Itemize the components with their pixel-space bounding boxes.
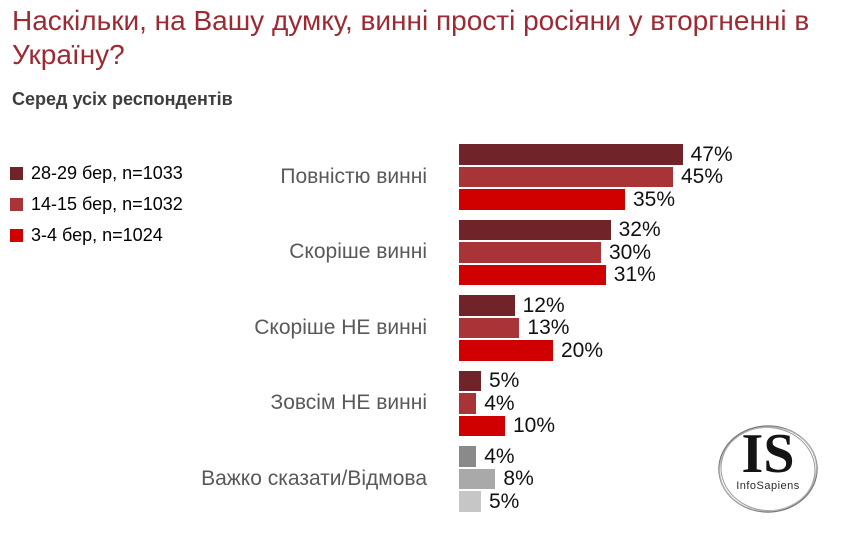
bar (458, 294, 516, 317)
legend-swatch-icon (10, 167, 23, 180)
bar (458, 369, 482, 392)
infosapiens-logo: IS InfoSapiens (716, 424, 820, 516)
category-row: Скоріше НЕ винні 12% 13% 20% (0, 294, 859, 362)
bar-value-label: 10% (513, 414, 556, 438)
bar-value-label: 4% (484, 444, 515, 468)
bar (458, 263, 607, 286)
bar (458, 414, 506, 437)
bar-group: 4% 8% 5% (458, 445, 534, 513)
category-label: Повністю винні (280, 164, 427, 188)
legend-swatch-icon (10, 198, 23, 211)
bar-row: 31% (458, 263, 661, 287)
category-label: Скоріше винні (289, 240, 427, 264)
bar (458, 392, 478, 415)
legend: 28-29 бер, n=1033 14-15 бер, n=1032 3-4 бе… (10, 163, 183, 246)
bar-row: 45% (458, 165, 733, 189)
bar-value-label: 45% (681, 165, 724, 189)
bar (458, 490, 482, 513)
bar-value-label: 5% (489, 369, 520, 393)
bar-row: 8% (458, 467, 534, 491)
bar-value-label: 31% (613, 263, 656, 287)
bar-row: 10% (458, 414, 556, 438)
bar-value-label: 4% (484, 391, 515, 415)
bar-row: 47% (458, 143, 733, 166)
legend-label: 28-29 бер, n=1033 (31, 163, 183, 183)
bar-value-label: 8% (503, 467, 534, 491)
bar-value-label: 47% (690, 142, 733, 166)
bar (458, 188, 626, 211)
chart-title: Наскільки, на Вашу думку, винні прості р… (12, 5, 810, 70)
bar-value-label: 20% (561, 338, 604, 362)
legend-label: 14-15 бер, n=1032 (31, 194, 183, 214)
bar-group: 12% 13% 20% (458, 294, 603, 362)
bar-value-label: 35% (633, 187, 676, 211)
bar-value-label: 13% (527, 316, 570, 340)
logo-circle (718, 425, 818, 513)
bar-row: 5% (458, 369, 555, 393)
bar (458, 143, 684, 166)
category-label: Зовсім НЕ винні (270, 391, 427, 415)
category-row: Повністю винні 47% 45% 35% (0, 143, 859, 211)
category-label: Важко сказати/Відмова (201, 466, 427, 490)
bar-row: 4% (458, 445, 534, 468)
bar-row: 5% (458, 490, 534, 513)
bar-row: 35% (458, 188, 733, 211)
category-row: Скоріше винні 32% 30% 31% (0, 218, 859, 287)
bar-group: 47% 45% 35% (458, 143, 733, 211)
bar (458, 241, 602, 264)
bar-row: 20% (458, 339, 603, 362)
legend-item: 14-15 бер, n=1032 (10, 194, 183, 215)
bar-group: 5% 4% 10% (458, 369, 556, 438)
category-row: Зовсім НЕ винні 5% 4% 10% (0, 369, 859, 438)
bar-value-label: 30% (609, 240, 652, 264)
legend-item: 3-4 бер, n=1024 (10, 225, 183, 246)
chart-subtitle: Серед усіх респондентів (12, 89, 233, 109)
bar (458, 339, 554, 362)
legend-swatch-icon (10, 229, 23, 242)
bar-value-label: 12% (522, 293, 565, 317)
bar-row: 32% (458, 218, 661, 242)
bar-row: 30% (458, 241, 661, 264)
logo-monogram: IS (741, 423, 795, 485)
category-row: Важко сказати/Відмова 4% 8% 5% (0, 445, 859, 513)
legend-item: 28-29 бер, n=1033 (10, 163, 183, 184)
category-label: Скоріше НЕ винні (254, 315, 427, 339)
bar-group: 32% 30% 31% (458, 218, 661, 287)
bar-row: 4% (458, 392, 555, 415)
bar-value-label: 5% (489, 489, 520, 513)
bar (458, 218, 612, 241)
bar-row: 12% (458, 294, 603, 317)
bar (458, 316, 521, 339)
bar-chart: Повністю винні 47% 45% 35% Скоріше винні 32% 3… (0, 143, 859, 521)
logo-name: InfoSapiens (736, 480, 800, 492)
bar-value-label: 32% (618, 218, 661, 242)
bar (458, 467, 497, 490)
legend-label: 3-4 бер, n=1024 (31, 225, 163, 245)
bar (458, 445, 478, 468)
bar (458, 165, 674, 188)
bar-row: 13% (458, 316, 603, 340)
